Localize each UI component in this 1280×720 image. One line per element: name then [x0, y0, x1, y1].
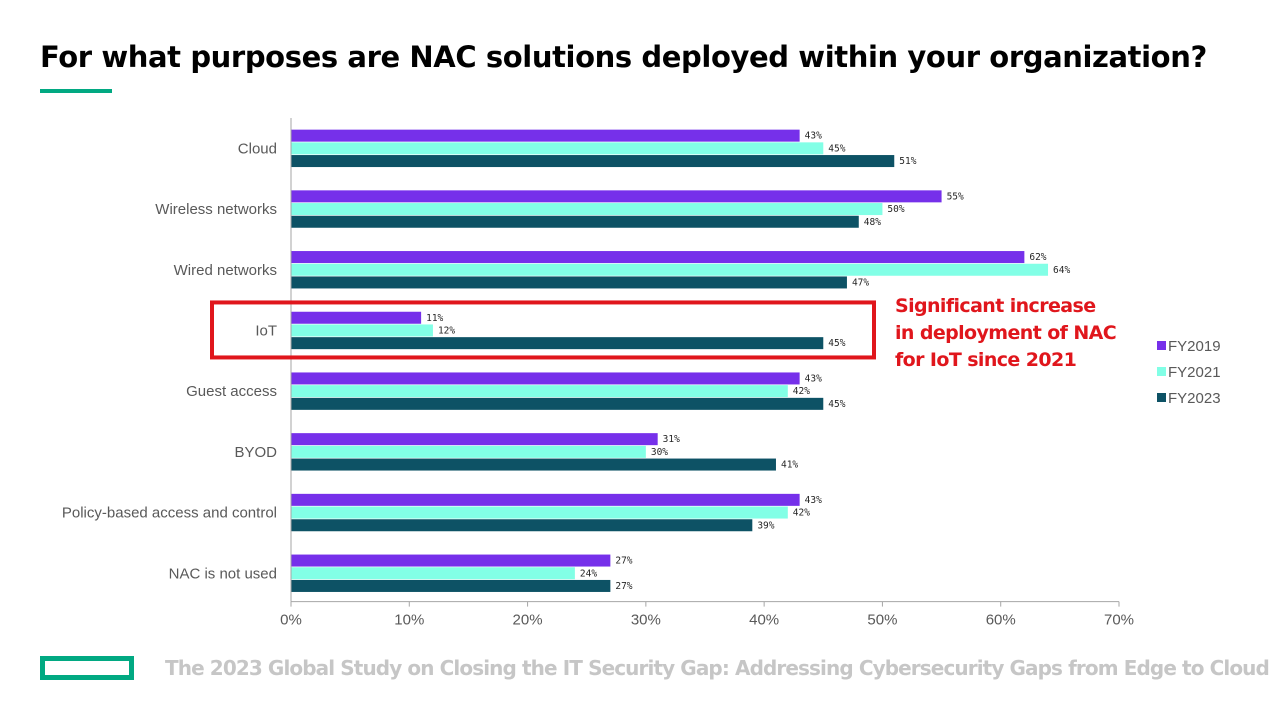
bar-fy2021	[291, 263, 1049, 276]
data-label: 45%	[828, 399, 845, 410]
data-label: 24%	[580, 568, 597, 579]
data-label: 51%	[899, 156, 916, 167]
category-label: Cloud	[238, 140, 277, 157]
bar-fy2023	[291, 458, 776, 471]
category-label: Wired networks	[174, 262, 277, 279]
data-label: 39%	[757, 520, 774, 531]
bar-fy2021	[291, 142, 824, 155]
x-tick-label: 30%	[631, 612, 661, 629]
bar-fy2023	[291, 397, 824, 410]
footer-source: The 2023 Global Study on Closing the IT …	[165, 656, 1270, 680]
legend-label: FY2023	[1168, 390, 1221, 407]
data-label: 42%	[793, 508, 810, 519]
data-label: 12%	[438, 325, 455, 336]
data-label: 62%	[1029, 252, 1046, 263]
data-label: 45%	[828, 338, 845, 349]
legend-swatch	[1157, 367, 1166, 376]
bar-fy2021	[291, 324, 433, 337]
data-label: 48%	[864, 217, 881, 228]
bar-fy2019	[291, 129, 800, 142]
legend-swatch	[1157, 393, 1166, 402]
data-label: 43%	[805, 495, 822, 506]
data-label: 55%	[947, 191, 964, 202]
bar-fy2019	[291, 554, 611, 567]
bar-fy2019	[291, 433, 658, 446]
annotation-text: in deployment of NAC	[895, 322, 1116, 344]
bar-fy2023	[291, 215, 859, 228]
data-label: 31%	[663, 434, 680, 445]
bar-chart: Cloud 43% 45% 51% Wireless networks 55% 50% 48%…	[62, 118, 1221, 629]
data-label: 30%	[651, 447, 668, 458]
highlight-box	[210, 300, 876, 360]
bar-fy2019	[291, 190, 942, 203]
category-label: Guest access	[186, 383, 277, 400]
category-label: Wireless networks	[155, 201, 277, 218]
category-label: NAC is not used	[169, 565, 277, 582]
x-tick-label: 20%	[513, 612, 543, 629]
bar-fy2019	[291, 311, 422, 324]
data-label: 41%	[781, 460, 798, 471]
slide-title: For what purposes are NAC solutions depl…	[40, 40, 1207, 74]
x-tick-label: 0%	[280, 612, 302, 629]
bar-fy2021	[291, 567, 575, 580]
data-label: 43%	[805, 131, 822, 142]
bar-fy2021	[291, 445, 646, 458]
legend-label: FY2019	[1168, 338, 1221, 355]
bar-fy2021	[291, 203, 883, 216]
bar-fy2023	[291, 579, 611, 592]
data-label: 47%	[852, 277, 869, 288]
category-label: Policy-based access and control	[62, 505, 277, 522]
bar-fy2021	[291, 385, 788, 398]
data-label: 42%	[793, 386, 810, 397]
bar-fy2021	[291, 506, 788, 519]
legend-swatch	[1157, 341, 1166, 350]
x-tick-label: 10%	[394, 612, 424, 629]
x-tick-label: 40%	[749, 612, 779, 629]
brand-logo	[40, 656, 134, 680]
title-underline	[40, 89, 112, 93]
bar-fy2023	[291, 519, 753, 532]
data-label: 27%	[615, 556, 632, 567]
bar-fy2019	[291, 372, 800, 385]
legend-label: FY2021	[1168, 364, 1221, 381]
annotation-text: Significant increase	[895, 295, 1096, 317]
bar-fy2023	[291, 155, 895, 168]
x-tick-label: 60%	[986, 612, 1016, 629]
data-label: 43%	[805, 373, 822, 384]
data-label: 50%	[887, 204, 904, 215]
x-tick-label: 70%	[1104, 612, 1134, 629]
bar-fy2019	[291, 493, 800, 506]
annotation-text: for IoT since 2021	[895, 349, 1076, 371]
data-label: 27%	[615, 581, 632, 592]
bar-fy2023	[291, 337, 824, 350]
data-label: 64%	[1053, 265, 1070, 276]
bar-fy2023	[291, 276, 847, 289]
bar-fy2019	[291, 251, 1025, 264]
category-label: IoT	[255, 322, 277, 339]
data-label: 45%	[828, 143, 845, 154]
x-tick-label: 50%	[867, 612, 897, 629]
data-label: 11%	[426, 313, 443, 324]
category-label: BYOD	[234, 444, 277, 461]
